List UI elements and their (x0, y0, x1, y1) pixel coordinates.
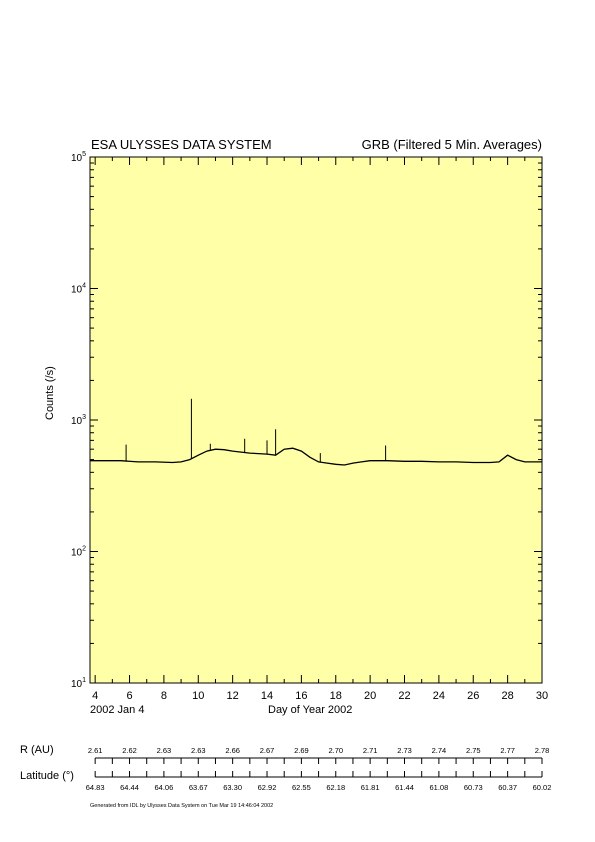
latitude-value-label: 63.67 (189, 783, 208, 792)
distance-value-label: 2.73 (397, 746, 412, 755)
x-tick-label: 26 (467, 690, 479, 702)
x-tick-label: 8 (161, 690, 167, 702)
x-tick-label: 30 (536, 690, 548, 702)
x-tick-label: 16 (295, 690, 307, 702)
latitude-value-label: 60.02 (533, 783, 552, 792)
latitude-value-label: 64.83 (86, 783, 105, 792)
distance-value-label: 2.78 (535, 746, 550, 755)
latitude-value-label: 60.73 (464, 783, 483, 792)
y-tick-label: 102 (71, 546, 86, 559)
x-tick-label: 28 (502, 690, 514, 702)
footer-note: Generated from IDL by Ulysses Data Syste… (90, 803, 274, 809)
distance-value-label: 2.70 (328, 746, 343, 755)
distance-value-label: 2.75 (466, 746, 481, 755)
x-tick-label: 12 (227, 690, 239, 702)
x-tick-label: 24 (433, 690, 445, 702)
y-tick-label: 101 (71, 677, 86, 690)
plot-area (89, 156, 543, 684)
y-axis-label: Counts (/s) (44, 366, 56, 420)
latitude-value-label: 61.81 (361, 783, 380, 792)
x-tick-label: 6 (126, 690, 132, 702)
latitude-value-label: 60.37 (498, 783, 517, 792)
distance-axis-label: R (AU) (20, 744, 54, 756)
distance-value-label: 2.77 (500, 746, 515, 755)
latitude-value-label: 61.44 (395, 783, 414, 792)
distance-value-label: 2.63 (191, 746, 206, 755)
distance-value-label: 2.74 (432, 746, 447, 755)
latitude-value-label: 64.44 (120, 783, 139, 792)
distance-value-label: 2.67 (260, 746, 275, 755)
distance-value-label: 2.61 (88, 746, 103, 755)
y-tick-label: 103 (71, 414, 86, 427)
x-tick-label: 22 (398, 690, 410, 702)
x-tick-label: 4 (92, 690, 98, 702)
y-tick-label: 104 (71, 283, 86, 296)
latitude-value-label: 63.30 (223, 783, 242, 792)
distance-value-label: 2.62 (122, 746, 137, 755)
latitude-value-label: 64.06 (155, 783, 174, 792)
distance-value-label: 2.69 (294, 746, 309, 755)
header-left-title: ESA ULYSSES DATA SYSTEM (91, 137, 272, 152)
x-tick-label: 18 (330, 690, 342, 702)
distance-value-label: 2.66 (225, 746, 240, 755)
latitude-value-label: 62.92 (258, 783, 277, 792)
latitude-value-label: 62.18 (326, 783, 345, 792)
x-tick-label: 14 (261, 690, 273, 702)
distance-value-label: 2.71 (363, 746, 378, 755)
chart-title: GRB (Filtered 5 Min. Averages) (361, 137, 542, 152)
start-date-label: 2002 Jan 4 (90, 704, 145, 716)
latitude-value-label: 62.55 (292, 783, 311, 792)
count-rate-line (90, 447, 542, 466)
x-axis-label: Day of Year 2002 (268, 704, 353, 716)
x-tick-label: 10 (192, 690, 204, 702)
latitude-axis-label: Latitude (°) (20, 770, 74, 782)
distance-value-label: 2.63 (157, 746, 172, 755)
latitude-value-label: 61.08 (429, 783, 448, 792)
y-tick-label: 105 (71, 151, 86, 164)
x-tick-label: 20 (364, 690, 376, 702)
